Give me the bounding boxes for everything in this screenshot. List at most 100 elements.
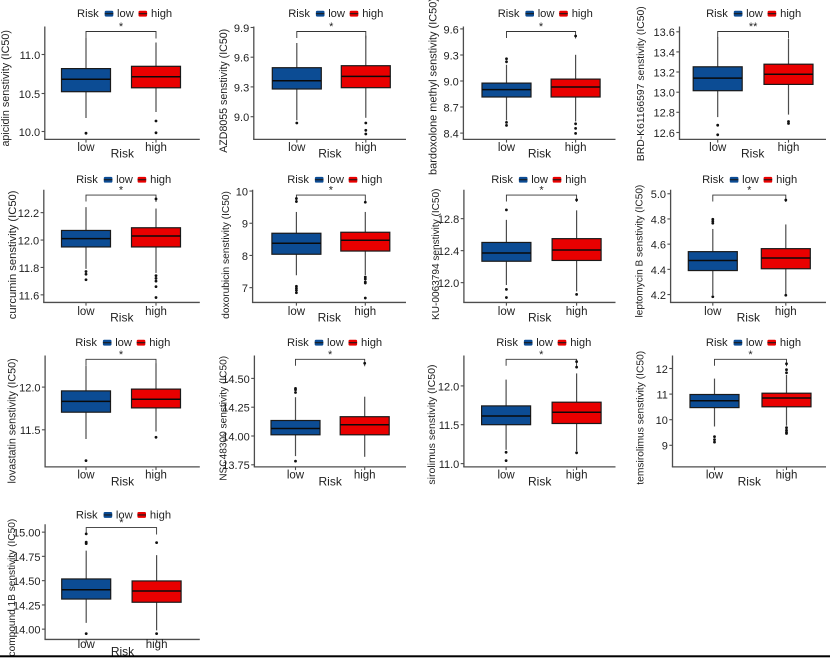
svg-text:Risk: Risk <box>491 174 513 186</box>
svg-text:low: low <box>746 337 764 349</box>
svg-text:9.3: 9.3 <box>444 50 459 62</box>
svg-text:11.5: 11.5 <box>439 420 460 432</box>
svg-text:Risk: Risk <box>319 474 343 488</box>
svg-text:high: high <box>146 639 168 651</box>
svg-text:high: high <box>565 174 586 186</box>
svg-text:9: 9 <box>662 441 668 453</box>
svg-text:Risk: Risk <box>528 311 552 325</box>
svg-text:low: low <box>117 8 135 20</box>
svg-text:high: high <box>361 174 382 186</box>
svg-text:high: high <box>776 470 798 482</box>
svg-text:12.4: 12.4 <box>438 246 459 258</box>
svg-text:14.50: 14.50 <box>13 576 41 588</box>
svg-text:KU-0063794 senstivity (IC50): KU-0063794 senstivity (IC50) <box>431 189 442 320</box>
svg-text:12.6: 12.6 <box>653 128 674 140</box>
svg-text:4.6: 4.6 <box>651 240 666 252</box>
svg-text:9.6: 9.6 <box>234 53 249 65</box>
svg-text:Risk: Risk <box>288 8 310 20</box>
svg-text:8: 8 <box>242 251 248 263</box>
svg-text:*: * <box>329 185 334 197</box>
svg-text:5.0: 5.0 <box>651 189 666 201</box>
svg-text:12.0: 12.0 <box>438 381 459 393</box>
svg-text:high: high <box>565 142 587 154</box>
svg-text:low: low <box>116 174 134 186</box>
svg-text:Risk: Risk <box>528 146 552 160</box>
svg-text:high: high <box>151 8 172 20</box>
svg-text:9: 9 <box>242 219 248 231</box>
svg-text:Risk: Risk <box>738 474 762 488</box>
svg-text:7: 7 <box>242 283 248 295</box>
svg-text:Risk: Risk <box>287 337 309 349</box>
svg-text:low: low <box>327 174 345 186</box>
svg-text:high: high <box>150 174 171 186</box>
svg-text:Risk: Risk <box>76 174 98 186</box>
svg-text:14.00: 14.00 <box>222 431 250 443</box>
svg-text:*: * <box>119 517 124 529</box>
svg-text:high: high <box>780 337 801 349</box>
svg-text:12.8: 12.8 <box>438 214 459 226</box>
svg-text:9.3: 9.3 <box>234 82 249 94</box>
svg-text:high: high <box>145 142 167 154</box>
svg-text:low: low <box>498 142 516 154</box>
svg-text:high: high <box>566 470 588 482</box>
svg-text:15.00: 15.00 <box>13 528 41 540</box>
svg-text:Risk: Risk <box>737 311 761 325</box>
svg-text:Risk: Risk <box>706 337 728 349</box>
svg-text:low: low <box>746 8 764 20</box>
svg-text:*: * <box>748 349 753 361</box>
svg-text:BRD-K61166597 senstivity (IC50: BRD-K61166597 senstivity (IC50) <box>636 6 647 161</box>
svg-text:*: * <box>119 349 124 361</box>
svg-text:12.8: 12.8 <box>653 108 674 120</box>
svg-text:8.4: 8.4 <box>444 129 459 141</box>
svg-text:high: high <box>361 337 382 349</box>
svg-text:curcumin senstivity (IC50): curcumin senstivity (IC50) <box>7 190 19 319</box>
svg-text:low: low <box>287 470 305 482</box>
svg-text:low: low <box>288 142 306 154</box>
svg-text:*: * <box>119 21 124 33</box>
svg-text:high: high <box>775 306 797 318</box>
svg-text:13.6: 13.6 <box>653 27 674 39</box>
svg-text:low: low <box>78 639 96 651</box>
svg-text:sirolimus senstivity (IC50): sirolimus senstivity (IC50) <box>426 365 438 485</box>
svg-text:Risk: Risk <box>111 474 135 488</box>
svg-text:Risk: Risk <box>111 644 135 658</box>
svg-text:9.6: 9.6 <box>444 24 459 36</box>
svg-text:Risk: Risk <box>111 146 135 160</box>
svg-text:11.8: 11.8 <box>19 263 40 275</box>
svg-text:Risk: Risk <box>318 311 342 325</box>
svg-text:low: low <box>288 306 306 318</box>
svg-text:compound 1B senstivity (IC50): compound 1B senstivity (IC50) <box>7 519 18 657</box>
svg-text:4.4: 4.4 <box>651 265 666 277</box>
svg-text:temsirolimus senstivity (IC50): temsirolimus senstivity (IC50) <box>635 351 646 485</box>
svg-text:10.5: 10.5 <box>19 89 40 101</box>
svg-text:12: 12 <box>656 364 668 376</box>
svg-text:9.0: 9.0 <box>234 112 249 124</box>
svg-text:13.75: 13.75 <box>222 460 250 472</box>
svg-text:Risk: Risk <box>318 146 342 160</box>
svg-text:high: high <box>145 306 167 318</box>
svg-text:*: * <box>539 185 544 197</box>
svg-text:12.0: 12.0 <box>18 235 39 247</box>
svg-text:high: high <box>355 142 377 154</box>
svg-text:12.0: 12.0 <box>438 278 459 290</box>
svg-text:lovastatin senstivity (IC50): lovastatin senstivity (IC50) <box>7 358 19 483</box>
svg-text:8.7: 8.7 <box>444 103 459 115</box>
svg-text:low: low <box>704 306 722 318</box>
svg-text:AZD8055 senstivity (IC50): AZD8055 senstivity (IC50) <box>218 29 230 153</box>
svg-text:low: low <box>531 174 549 186</box>
svg-text:13.2: 13.2 <box>653 67 674 79</box>
svg-text:Risk: Risk <box>528 474 552 488</box>
svg-text:high: high <box>566 306 588 318</box>
svg-text:Risk: Risk <box>77 8 99 20</box>
svg-text:high: high <box>776 174 797 186</box>
svg-text:*: * <box>747 185 752 197</box>
svg-text:high: high <box>778 142 800 154</box>
svg-text:bardoxolone methyl senstivity: bardoxolone methyl senstivity (IC50) <box>427 0 439 175</box>
svg-text:*: * <box>329 21 334 33</box>
svg-text:9.0: 9.0 <box>444 76 459 88</box>
svg-text:low: low <box>497 470 515 482</box>
svg-text:14.25: 14.25 <box>13 600 41 612</box>
svg-text:Risk: Risk <box>702 174 724 186</box>
svg-text:4.8: 4.8 <box>651 214 666 226</box>
svg-text:14.75: 14.75 <box>13 552 41 564</box>
